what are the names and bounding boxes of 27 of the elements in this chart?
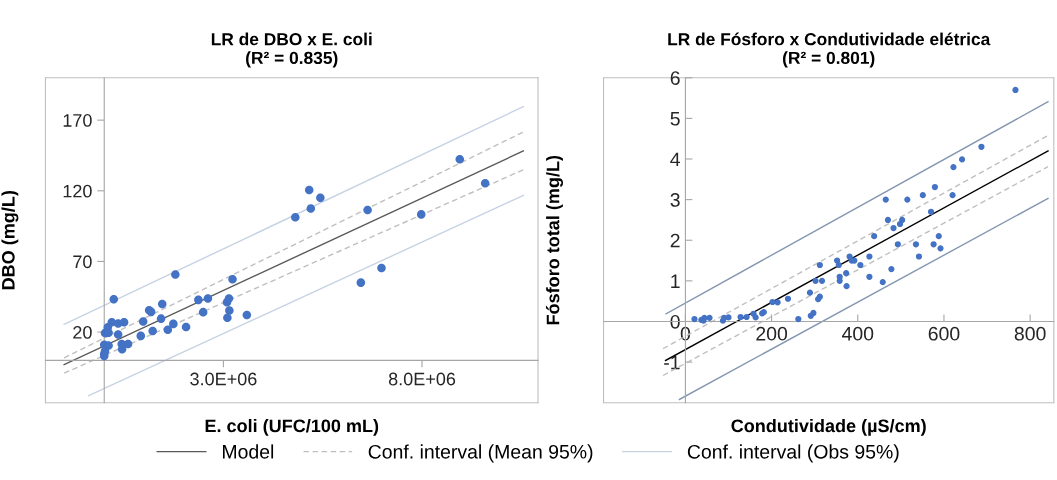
legend-label: Model [223,444,274,459]
y-tick-label: -1 [664,355,680,370]
y-tick-label: 120 [63,184,92,198]
y-tick-label: 20 [73,326,92,339]
legend-label: Conf. interval (Mean 95%) [368,444,593,463]
y-axis-title: DBO (mg/L) [1,190,19,290]
x-tick-label: 800 [1014,326,1046,341]
y-tick-label: 6 [670,71,680,85]
y-tick-label: 2 [670,233,680,248]
y-tick-label: 170 [63,114,92,127]
x-tick-label: 200 [756,326,788,341]
y-tick-label: 1 [671,274,680,288]
chart-title: LR de Fósforo x Condutividade elétrica (R² = 0.801) [668,32,991,68]
x-tick-label: 3.0E+06 [190,372,257,386]
y-tick-label: 5 [670,112,680,126]
y-tick-label: 3 [670,193,680,207]
x-tick-label: 0 [680,326,691,341]
x-tick-label: 8.0E+06 [388,372,456,386]
y-tick-label: 4 [670,152,680,167]
x-tick-label: 400 [842,326,874,341]
y-tick-label: 70 [73,255,92,269]
y-axis-title: Fósforo total (mg/L) [545,155,564,325]
x-axis-title: E. coli (UFC/100 mL) [205,418,379,436]
legend-label: Conf. interval (Obs 95%) [687,444,899,463]
x-tick-label: 600 [928,326,960,341]
chart-title: LR de DBO x E. coli (R² = 0.835) [211,32,372,68]
x-axis-title: Condutividade (µS/cm) [731,418,926,436]
